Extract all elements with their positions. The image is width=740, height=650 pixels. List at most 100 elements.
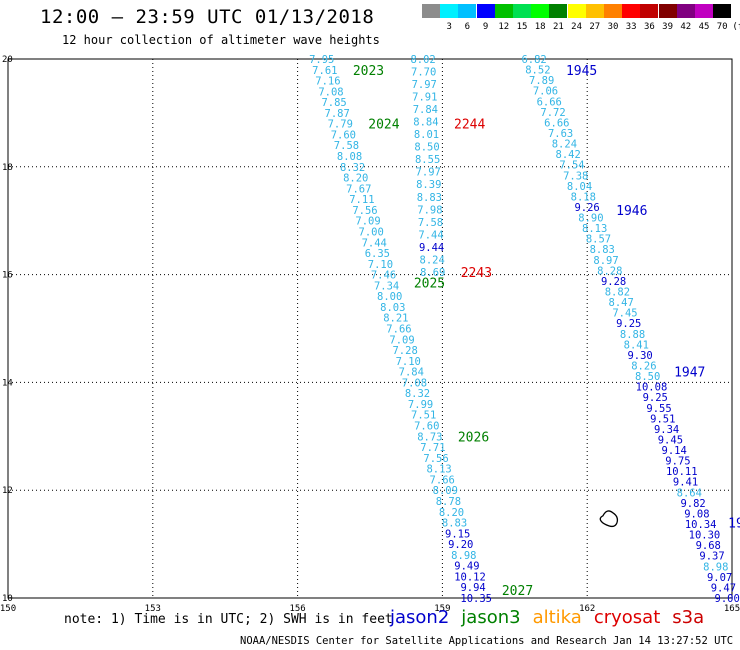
swh-value-label: 8.52 (525, 65, 550, 77)
swh-value-label: 9.28 (601, 276, 626, 288)
swh-value-label: 6.35 (365, 248, 390, 260)
legend-label: 21 (552, 22, 564, 32)
swh-value-label: 8.50 (414, 142, 439, 154)
swh-value-label: 7.70 (411, 67, 436, 79)
swh-value-label: 7.61 (312, 65, 337, 77)
swh-value-label: 8.00 (377, 291, 402, 303)
legend-label: 45 (698, 22, 710, 32)
swh-value-label: 9.07 (707, 572, 732, 584)
legend-label: 30 (607, 22, 619, 32)
swh-value-label: 7.00 (359, 226, 384, 238)
swh-value-label: 8.98 (451, 550, 476, 562)
swh-value-label: 10.30 (689, 530, 721, 542)
swh-value-label: 7.58 (334, 140, 359, 152)
swh-value-label: 7.54 (559, 160, 584, 172)
legend-label: 27 (589, 22, 601, 32)
swh-value-label: 7.85 (321, 97, 346, 109)
swh-value-label: 7.63 (548, 128, 573, 140)
swh-value-label: 8.02 (410, 54, 435, 66)
swh-value-label: 8.24 (552, 139, 577, 151)
swh-value-label: 7.99 (408, 399, 433, 411)
legend-swatch (422, 4, 440, 18)
map-title: 12:00 – 23:59 UTC 01/13/2018 (40, 6, 375, 28)
legend-label: 33 (625, 22, 637, 32)
legend-label: 15 (516, 22, 528, 32)
swh-value-label: 8.03 (380, 302, 405, 314)
swh-value-label: 7.60 (331, 129, 356, 141)
legend-swatch (658, 4, 677, 18)
swh-value-label: 10.12 (454, 571, 486, 583)
lon-tick-label: 165 (724, 604, 740, 614)
swh-value-label: 7.08 (402, 377, 427, 389)
swh-value-label: 8.83 (590, 244, 615, 256)
legend-label: 3 (446, 22, 452, 32)
legend-label: 42 (680, 22, 692, 32)
swh-value-label: 7.56 (423, 453, 448, 465)
swh-value-label: 8.39 (416, 179, 441, 191)
swh-value-label: 9.37 (699, 551, 724, 563)
satellite-legend: jason2 jason3 altika cryosat s3a (390, 607, 716, 628)
swh-value-label: 8.28 (597, 265, 622, 277)
swh-value-label: 7.89 (529, 75, 554, 87)
swh-value-label: 8.32 (405, 388, 430, 400)
lon-tick-label: 162 (579, 604, 595, 614)
legend-label: 9 (482, 22, 489, 32)
swh-value-label: 8.88 (620, 329, 645, 341)
swh-value-label: 7.72 (540, 107, 565, 119)
swh-value-label: 7.91 (412, 92, 437, 104)
swh-value-label: 9.75 (665, 456, 690, 468)
pass-time-label: 1946 (616, 204, 647, 219)
swh-value-label: 8.20 (439, 507, 464, 519)
legend-swatch (531, 4, 550, 18)
swh-value-label: 6.66 (537, 96, 562, 108)
legend-label: 18 (534, 22, 546, 32)
legend-label: 39 (662, 22, 674, 32)
lon-tick-label: 156 (289, 604, 305, 614)
swh-value-label: 8.20 (343, 173, 368, 185)
legend-swatch (458, 4, 477, 18)
swh-value-label: 8.84 (413, 117, 438, 129)
swh-value-label: 9.45 (658, 434, 683, 446)
swh-value-label: 10.35 (460, 593, 492, 605)
swh-value-label: 8.42 (556, 149, 581, 161)
lon-tick-label: 159 (434, 604, 450, 614)
swh-value-label: 8.50 (635, 371, 660, 383)
swh-value-label: 9.51 (650, 413, 675, 425)
swh-value-label: 7.71 (420, 442, 445, 454)
pass-time-label: 2027 (502, 584, 533, 599)
legend-label: 6 (464, 22, 471, 32)
legend-swatch (440, 4, 459, 18)
units-note: note: 1) Time is in UTC; 2) SWH is in fe… (64, 612, 393, 627)
lon-tick-label: 150 (0, 604, 16, 614)
pass-time-label: 2025 (414, 277, 445, 292)
legend-swatch (695, 4, 713, 18)
legend-swatch (549, 4, 568, 18)
swh-value-label: 7.28 (392, 345, 417, 357)
pass-time-label: 194 (728, 517, 740, 532)
legend-label: 24 (571, 22, 583, 32)
legend-swatch (604, 4, 622, 18)
swh-value-label: 9.25 (643, 392, 668, 404)
satellite-jason3: jason3 (461, 607, 521, 628)
swh-value-label: 8.97 (593, 255, 618, 267)
legend-unit: (ft) (732, 22, 740, 32)
pass-time-label: 1945 (566, 64, 597, 79)
swh-value-label: 7.58 (418, 217, 443, 229)
swh-value-label: 9.34 (654, 424, 679, 436)
swh-value-label: 7.44 (362, 237, 387, 249)
swh-value-label: 6.66 (544, 117, 569, 129)
swh-value-label: 8.04 (567, 181, 592, 193)
swh-value-label: 8.73 (417, 431, 442, 443)
pass-time-label: 1947 (674, 366, 705, 381)
pass-time-label: 2023 (353, 64, 384, 79)
lat-tick-label: 16 (2, 271, 13, 281)
legend-swatch (622, 4, 641, 18)
swh-value-label: 7.66 (386, 324, 411, 336)
swh-value-label: 9.55 (646, 403, 671, 415)
swh-value-label: 10.11 (666, 466, 698, 478)
pass-time-label: 2024 (368, 118, 399, 133)
swh-value-label: 7.60 (414, 421, 439, 433)
swh-value-label: 7.09 (389, 334, 414, 346)
swh-value-label: 8.83 (442, 518, 467, 530)
